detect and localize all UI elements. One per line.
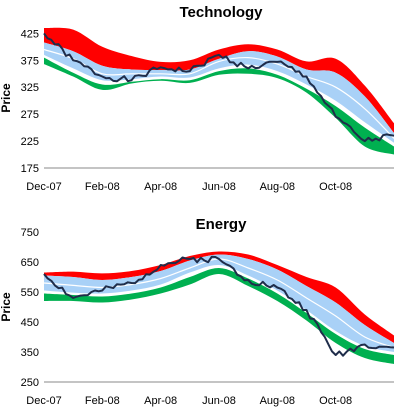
x-tick-label: Feb-08 — [85, 395, 120, 407]
price-line — [43, 255, 395, 357]
y-tick-label: 225 — [21, 136, 39, 148]
upper-band — [44, 27, 394, 134]
x-tick-label: Dec-07 — [26, 181, 61, 193]
x-tick-label: Feb-08 — [85, 181, 120, 193]
price-line — [43, 32, 395, 143]
y-tick-label: 450 — [21, 317, 39, 329]
upper-band — [44, 251, 394, 343]
chart-title: Technology — [179, 4, 263, 21]
y-tick-label: 425 — [21, 28, 39, 40]
x-tick-label: Jun-08 — [202, 181, 236, 193]
y-tick-label: 350 — [21, 347, 39, 359]
y-tick-label: 175 — [21, 163, 39, 175]
y-tick-label: 375 — [21, 55, 39, 67]
middle-band — [44, 254, 394, 352]
middle-band — [44, 42, 394, 143]
y-tick-label: 650 — [21, 257, 39, 269]
x-tick-label: Oct-08 — [319, 181, 352, 193]
y-tick-label: 550 — [21, 287, 39, 299]
x-tick-label: Apr-08 — [144, 395, 177, 407]
chart-panel-1: Technology Price 425 375 325 275 225 175 Dec-07 F… — [0, 4, 395, 193]
x-tick-label: Dec-07 — [26, 395, 61, 407]
lower-band — [44, 267, 394, 364]
x-tick-label: Apr-08 — [144, 181, 177, 193]
x-tick-label: Oct-08 — [319, 395, 352, 407]
y-tick-label: 325 — [21, 82, 39, 94]
y-axis-label: Price — [0, 292, 13, 322]
lower-band — [44, 57, 394, 155]
y-tick-label: 750 — [21, 227, 39, 239]
y-tick-label: 275 — [21, 109, 39, 121]
chart-title: Energy — [196, 216, 248, 233]
x-tick-label: Aug-08 — [260, 395, 295, 407]
x-tick-label: Jun-08 — [202, 395, 236, 407]
y-axis-label: Price — [0, 83, 13, 113]
mean-line — [43, 48, 395, 139]
y-tick-label: 250 — [21, 377, 39, 389]
x-tick-label: Aug-08 — [260, 181, 295, 193]
chart-panel-2: Energy Price 750 650 550 450 350 250 Dec-07 Feb-0… — [0, 216, 395, 407]
